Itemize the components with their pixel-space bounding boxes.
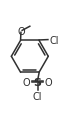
Text: O: O (23, 77, 30, 87)
Text: Cl: Cl (50, 35, 59, 45)
Text: Cl: Cl (33, 91, 42, 101)
Text: O: O (17, 27, 25, 37)
Text: O: O (45, 77, 53, 87)
Text: S: S (34, 77, 42, 87)
